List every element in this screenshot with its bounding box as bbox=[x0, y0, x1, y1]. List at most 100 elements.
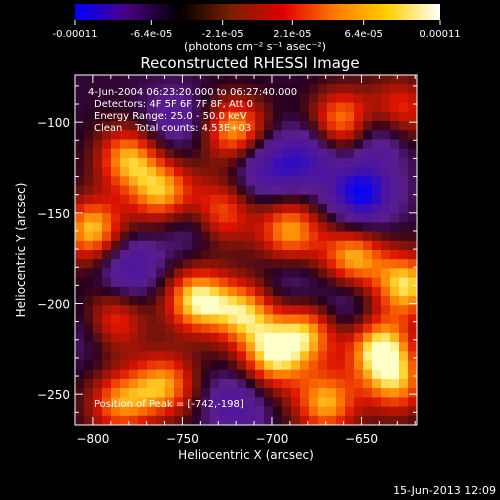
heatmap-cell bbox=[165, 369, 175, 380]
heatmap-cell bbox=[273, 102, 283, 113]
heatmap-cell bbox=[381, 378, 391, 389]
heatmap-cell bbox=[228, 84, 238, 95]
colorbar-tick-label: 6.4e-05 bbox=[344, 29, 382, 40]
heatmap-cell bbox=[345, 332, 355, 343]
heatmap-cell bbox=[75, 176, 85, 187]
heatmap-cell bbox=[84, 250, 94, 260]
heatmap-cell bbox=[183, 139, 193, 150]
heatmap-cell bbox=[111, 314, 121, 325]
heatmap-cell bbox=[363, 111, 373, 122]
heatmap-cell bbox=[300, 250, 310, 260]
heatmap-cell bbox=[408, 231, 417, 242]
heatmap-cell bbox=[309, 203, 319, 214]
heatmap-cell bbox=[201, 397, 211, 408]
heatmap-cell bbox=[354, 185, 364, 196]
heatmap-cell bbox=[264, 194, 274, 205]
heatmap-cell bbox=[165, 213, 175, 223]
heatmap-cell bbox=[75, 194, 85, 205]
heatmap-cell bbox=[219, 194, 229, 205]
heatmap-cell bbox=[282, 139, 292, 150]
heatmap-cell bbox=[201, 369, 211, 380]
heatmap-cell bbox=[165, 111, 175, 122]
heatmap-cell bbox=[264, 296, 274, 306]
heatmap-cell bbox=[300, 167, 310, 177]
heatmap-cell bbox=[129, 157, 139, 168]
heatmap-cell bbox=[210, 277, 220, 288]
heatmap-cell bbox=[219, 250, 229, 260]
heatmap-cell bbox=[291, 369, 301, 380]
heatmap-cell bbox=[192, 213, 202, 223]
heatmap-cell bbox=[381, 213, 391, 223]
heatmap-cell bbox=[255, 148, 265, 159]
heatmap-cell bbox=[165, 314, 175, 325]
heatmap-cell bbox=[174, 148, 184, 159]
heatmap-cell bbox=[219, 93, 229, 104]
heatmap-cell bbox=[138, 93, 148, 104]
heatmap-cell bbox=[327, 111, 337, 122]
heatmap-cell bbox=[210, 314, 220, 325]
heatmap-cell bbox=[408, 213, 417, 223]
heatmap-cell bbox=[327, 139, 337, 150]
heatmap-cell bbox=[273, 84, 283, 95]
heatmap-cell bbox=[345, 176, 355, 187]
heatmap-cell bbox=[354, 139, 364, 150]
heatmap-cell bbox=[120, 378, 130, 389]
heatmap-cell bbox=[291, 93, 301, 104]
heatmap-cell bbox=[156, 194, 166, 205]
heatmap-cell bbox=[372, 388, 382, 398]
heatmap-cell bbox=[372, 332, 382, 343]
heatmap-cell bbox=[336, 351, 346, 362]
heatmap-cell bbox=[363, 194, 373, 205]
heatmap-cell bbox=[228, 314, 238, 325]
heatmap-cell bbox=[111, 213, 121, 223]
heatmap-cell bbox=[264, 323, 274, 334]
heatmap-cell bbox=[246, 342, 256, 352]
heatmap-cell bbox=[372, 250, 382, 260]
heatmap-cell bbox=[354, 203, 364, 214]
heatmap-cell bbox=[282, 111, 292, 122]
heatmap-cell bbox=[192, 342, 202, 352]
heatmap-cell bbox=[156, 93, 166, 104]
heatmap-cell bbox=[174, 203, 184, 214]
heatmap-cell bbox=[408, 222, 417, 233]
heatmap-cell bbox=[318, 296, 328, 306]
heatmap-cell bbox=[255, 415, 265, 425]
heatmap-cell bbox=[147, 185, 157, 196]
heatmap-cell bbox=[84, 388, 94, 398]
heatmap-cell bbox=[237, 203, 247, 214]
heatmap-cell bbox=[210, 130, 220, 141]
heatmap-cell bbox=[318, 250, 328, 260]
heatmap-cell bbox=[210, 111, 220, 122]
heatmap-cell bbox=[300, 323, 310, 334]
heatmap-cell bbox=[138, 314, 148, 325]
heatmap-cell bbox=[246, 406, 256, 417]
heatmap-cell bbox=[282, 250, 292, 260]
heatmap-cell bbox=[300, 93, 310, 104]
heatmap-cell bbox=[174, 185, 184, 196]
heatmap-cell bbox=[201, 296, 211, 306]
heatmap-cell bbox=[282, 415, 292, 425]
heatmap-cell bbox=[327, 268, 337, 279]
heatmap-cell bbox=[381, 93, 391, 104]
heatmap-cell bbox=[381, 250, 391, 260]
heatmap-cell bbox=[93, 332, 103, 343]
heatmap-cell bbox=[84, 323, 94, 334]
heatmap-cell bbox=[300, 102, 310, 113]
heatmap-cell bbox=[93, 148, 103, 159]
heatmap-cell bbox=[255, 342, 265, 352]
heatmap-cell bbox=[237, 259, 247, 270]
heatmap-cell bbox=[336, 406, 346, 417]
heatmap-cell bbox=[237, 332, 247, 343]
heatmap-cell bbox=[291, 231, 301, 242]
heatmap-cell bbox=[264, 369, 274, 380]
heatmap-cell bbox=[408, 240, 417, 251]
heatmap-cell bbox=[390, 351, 400, 362]
heatmap-cell bbox=[390, 378, 400, 389]
heatmap-cell bbox=[111, 84, 121, 95]
heatmap-cell bbox=[75, 84, 85, 95]
heatmap-cell bbox=[165, 121, 175, 131]
heatmap-cell bbox=[75, 222, 85, 233]
heatmap-cell bbox=[147, 305, 157, 316]
heatmap-cell bbox=[84, 194, 94, 205]
heatmap-cell bbox=[318, 332, 328, 343]
